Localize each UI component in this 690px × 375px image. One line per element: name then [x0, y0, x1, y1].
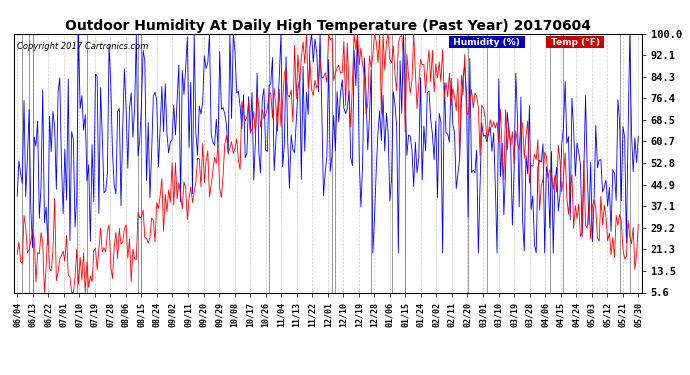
Text: Humidity (%): Humidity (%) — [450, 38, 523, 46]
Text: Temp (°F): Temp (°F) — [548, 38, 602, 46]
Text: Copyright 2017 Cartronics.com: Copyright 2017 Cartronics.com — [17, 42, 148, 51]
Title: Outdoor Humidity At Daily High Temperature (Past Year) 20170604: Outdoor Humidity At Daily High Temperatu… — [65, 19, 591, 33]
